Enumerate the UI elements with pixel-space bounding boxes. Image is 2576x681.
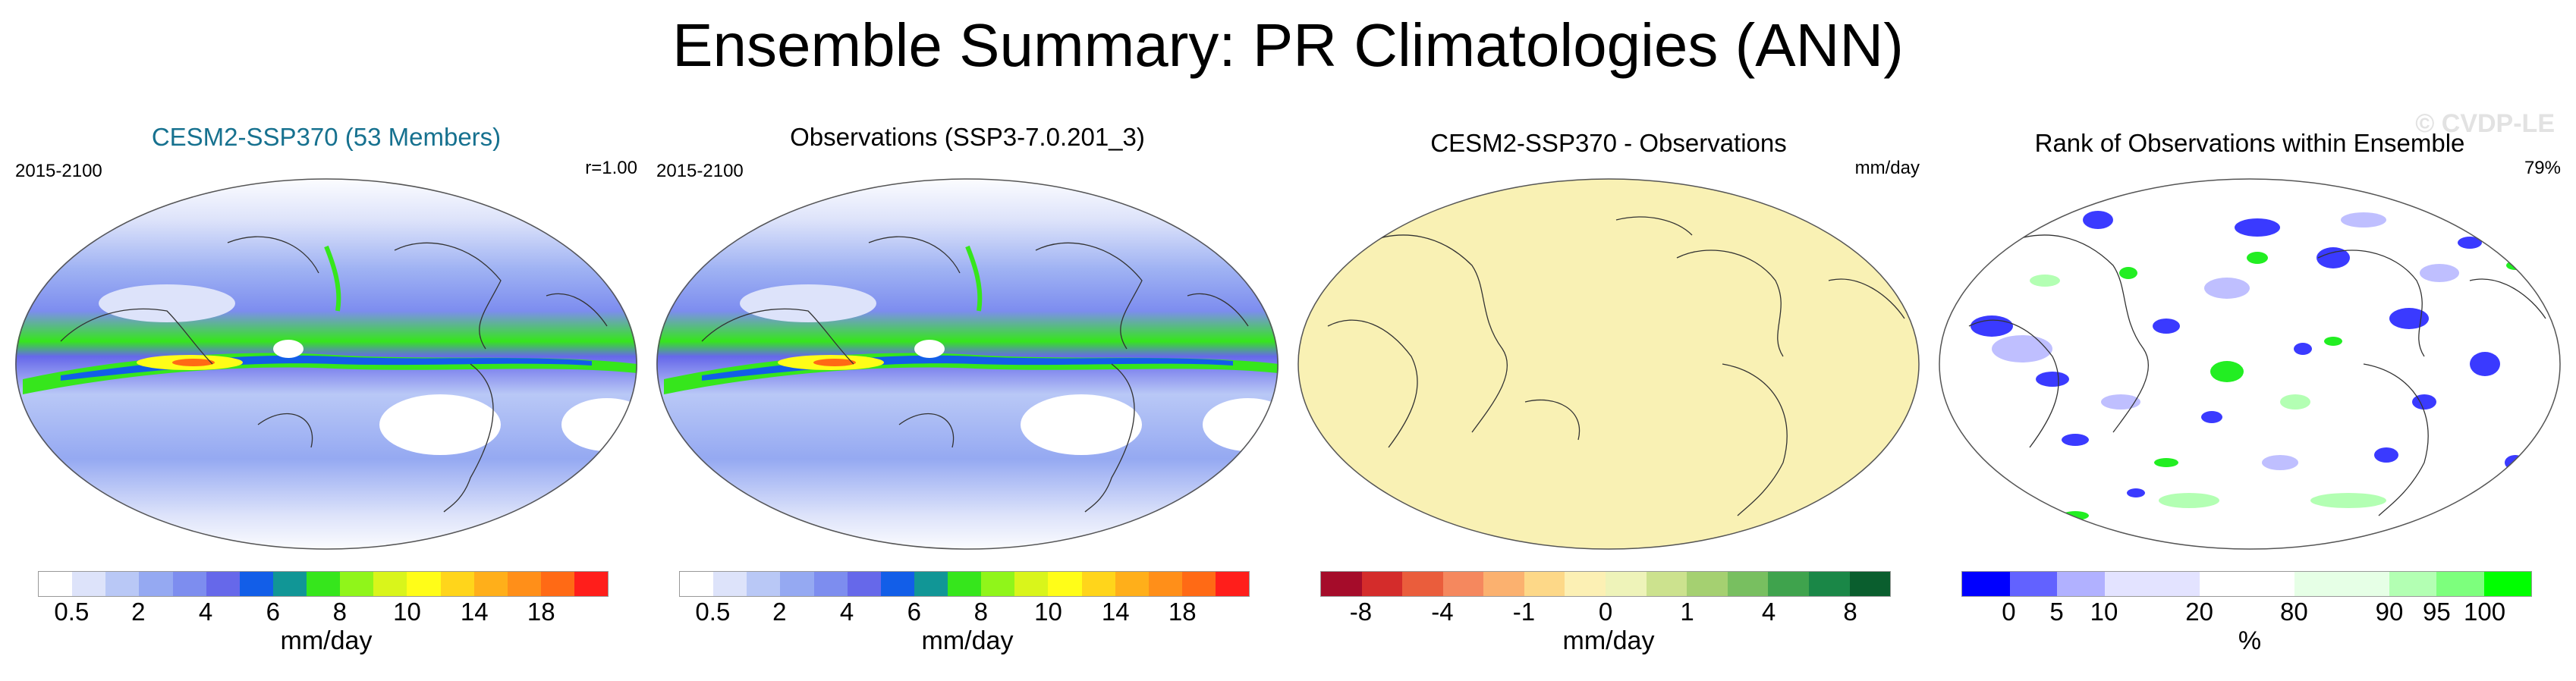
tick-label: 0 <box>2002 598 2016 626</box>
colorbar-ticks: 0.5 2 4 6 8 10 14 18 <box>38 598 609 635</box>
units-label: mm/day <box>1562 626 1655 655</box>
tick-label: 90 <box>2375 598 2404 626</box>
tick-label: 18 <box>1168 598 1197 626</box>
tick-label: 20 <box>2185 598 2213 626</box>
tick-label: 80 <box>2280 598 2308 626</box>
tick-label: 1 <box>1680 598 1694 626</box>
tick-label: 10 <box>2090 598 2118 626</box>
tick-label: 4 <box>839 598 854 626</box>
colorbar <box>1961 571 2532 597</box>
tick-label: 0.5 <box>54 598 90 626</box>
tick-label: 0 <box>1598 598 1613 626</box>
panel-rank: © CVDP-LE Rank of Observations within En… <box>1939 109 2561 681</box>
panel-observations: Observations (SSP3-7.0.201_3) 2015-2100 <box>656 114 1279 681</box>
tick-label: -4 <box>1431 598 1454 626</box>
tick-label: 10 <box>393 598 421 626</box>
period-label: 2015-2100 <box>656 161 744 181</box>
colorbar-ticks: 0 5 10 20 80 90 95 100 <box>1961 598 2532 635</box>
panel-title: CESM2-SSP370 (53 Members) <box>151 123 502 151</box>
tick-label: 4 <box>1761 598 1776 626</box>
period-label: 2015-2100 <box>15 161 102 181</box>
panel-title: CESM2-SSP370 - Observations <box>1430 129 1787 157</box>
colorbar <box>38 571 609 597</box>
units-corner-label: mm/day <box>1854 158 1920 178</box>
precip-map <box>15 178 637 550</box>
tick-label: 6 <box>907 598 921 626</box>
colorbar-ticks: -8 -4 -1 0 1 4 8 <box>1320 598 1891 635</box>
panel-title: Rank of Observations within Ensemble <box>2034 129 2465 157</box>
colorbar <box>1320 571 1891 597</box>
tick-label: 14 <box>1101 598 1130 626</box>
tick-label: 5 <box>2049 598 2064 626</box>
tick-label: 100 <box>2464 598 2506 626</box>
tick-label: 2 <box>772 598 787 626</box>
units-label: mm/day <box>921 626 1014 655</box>
precip-map <box>656 178 1279 550</box>
panel-difference: CESM2-SSP370 - Observations mm/day -8 -4… <box>1297 114 1920 681</box>
tick-label: -8 <box>1349 598 1373 626</box>
colorbar-ticks: 0.5 2 4 6 8 10 14 18 <box>679 598 1250 635</box>
tick-label: 8 <box>332 598 347 626</box>
units-label: mm/day <box>280 626 373 655</box>
main-title: Ensemble Summary: PR Climatologies (ANN) <box>672 11 1904 79</box>
tick-label: 18 <box>527 598 555 626</box>
tick-label: 10 <box>1034 598 1062 626</box>
tick-label: 0.5 <box>695 598 731 626</box>
panel-title: Observations (SSP3-7.0.201_3) <box>790 123 1145 151</box>
units-label: % <box>2238 626 2262 655</box>
difference-map <box>1297 178 1920 550</box>
tick-label: -1 <box>1512 598 1536 626</box>
colorbar <box>679 571 1250 597</box>
tick-label: 14 <box>460 598 489 626</box>
tick-label: 2 <box>131 598 146 626</box>
tick-label: 95 <box>2423 598 2451 626</box>
panel-ensemble-mean: CESM2-SSP370 (53 Members) 2015-2100 r=1.… <box>15 114 637 681</box>
watermark: © CVDP-LE <box>2415 109 2555 138</box>
correlation-label: r=1.00 <box>585 158 637 178</box>
tick-label: 8 <box>973 598 988 626</box>
tick-label: 8 <box>1843 598 1857 626</box>
tick-label: 6 <box>266 598 280 626</box>
rank-map <box>1939 178 2561 550</box>
percent-label: 79% <box>2524 158 2561 178</box>
tick-label: 4 <box>198 598 213 626</box>
